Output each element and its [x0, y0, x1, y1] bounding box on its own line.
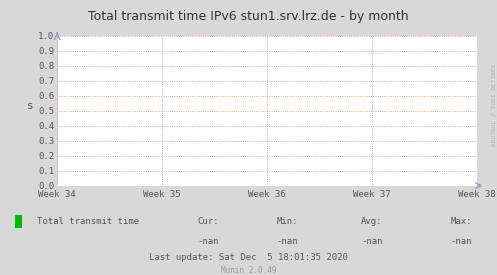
Text: Avg:: Avg: — [361, 217, 383, 226]
Text: Min:: Min: — [277, 217, 298, 226]
Text: -nan: -nan — [197, 238, 219, 246]
Text: Max:: Max: — [451, 217, 472, 226]
Text: -nan: -nan — [451, 238, 472, 246]
Text: Last update: Sat Dec  5 18:01:35 2020: Last update: Sat Dec 5 18:01:35 2020 — [149, 253, 348, 262]
Y-axis label: s: s — [26, 101, 33, 111]
Text: Total transmit time: Total transmit time — [37, 217, 139, 226]
Text: Cur:: Cur: — [197, 217, 219, 226]
Text: -nan: -nan — [361, 238, 383, 246]
Text: -nan: -nan — [277, 238, 298, 246]
Text: RRDTOOL / TOBI OETIKER: RRDTOOL / TOBI OETIKER — [491, 63, 496, 146]
Text: Munin 2.0.49: Munin 2.0.49 — [221, 266, 276, 275]
Text: Total transmit time IPv6 stun1.srv.lrz.de - by month: Total transmit time IPv6 stun1.srv.lrz.d… — [88, 10, 409, 23]
